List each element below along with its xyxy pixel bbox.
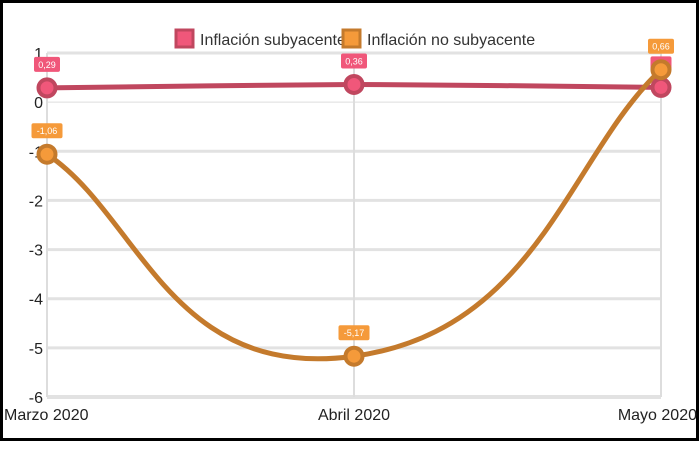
data-point: [343, 345, 365, 367]
data-label: -5,17: [344, 328, 365, 338]
y-tick-label: 0: [34, 95, 43, 112]
x-tick-label: Mayo 2020: [618, 407, 697, 424]
y-tick-label: -2: [29, 193, 43, 210]
data-label: 0,29: [38, 60, 56, 70]
data-label: 0,66: [652, 42, 670, 52]
legend: Inflación subyacente Inflación no subyac…: [174, 28, 535, 49]
data-point: [36, 143, 58, 165]
x-tick-label: Abril 2020: [318, 407, 390, 424]
x-tick-label: Marzo 2020: [4, 407, 89, 424]
data-point: [650, 59, 672, 81]
legend-item-no-subyacente[interactable]: Inflación no subyacente: [341, 28, 535, 49]
data-label: -1,06: [37, 126, 58, 136]
legend-label: Inflación subyacente: [200, 32, 346, 49]
data-point: [343, 73, 365, 95]
y-tick-label: -4: [29, 292, 43, 309]
y-tick-label: -3: [29, 243, 43, 260]
legend-label: Inflación no subyacente: [367, 32, 535, 49]
data-label: 0,36: [345, 56, 363, 66]
y-tick-label: -6: [29, 390, 43, 407]
data-label-bg: [34, 56, 60, 72]
y-tick-label: 1: [34, 46, 43, 63]
data-point: [650, 76, 672, 98]
data-label-bg: [338, 325, 370, 341]
data-label-bg: [341, 53, 367, 69]
data-label-bg: [648, 38, 674, 54]
data-point: [36, 77, 58, 99]
legend-item-subyacente[interactable]: Inflación subyacente: [174, 28, 346, 49]
data-label-bg: [31, 123, 63, 139]
y-tick-label: -5: [29, 341, 43, 358]
